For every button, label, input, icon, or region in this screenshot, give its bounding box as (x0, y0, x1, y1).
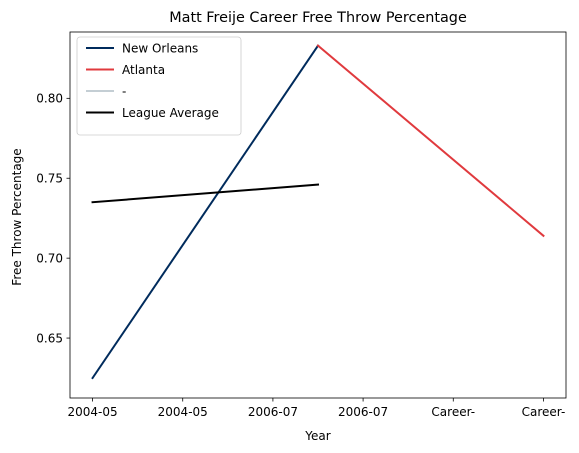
x-tick-label: Career- (431, 405, 475, 419)
y-axis-label: Free Throw Percentage (10, 148, 24, 285)
legend-box (76, 36, 242, 136)
series-line-new-orleans (91, 44, 320, 380)
axes-frame (69, 31, 567, 399)
y-tick-label: 0.70 (36, 251, 63, 265)
x-tick-label: 2004-05 (67, 405, 117, 419)
plot-area: 2004-05 2004-05 2006-07 2006-07 Career- Caree… (36, 31, 567, 419)
chart-title: Matt Freije Career Free Throw Percentage (169, 10, 467, 26)
series-line-atlanta (316, 44, 545, 238)
x-axis-label: Year (304, 429, 330, 443)
series-line-league-average (91, 183, 320, 204)
x-tick-label: 2006-07 (338, 405, 388, 419)
legend-label: - (122, 84, 126, 98)
x-tick-label: 2004-05 (158, 405, 208, 419)
legend-label: New Orleans (122, 41, 198, 55)
x-tick-label: 2006-07 (248, 405, 298, 419)
x-tick-label: Career- (522, 405, 566, 419)
legend-label: Atlanta (122, 63, 165, 77)
legend-label: League Average (122, 106, 219, 120)
y-tick-label: 0.75 (36, 172, 63, 186)
y-tick-label: 0.80 (36, 92, 63, 106)
y-tick-label: 0.65 (36, 331, 63, 345)
legend: New Orleans Atlanta - League Average (76, 36, 242, 136)
